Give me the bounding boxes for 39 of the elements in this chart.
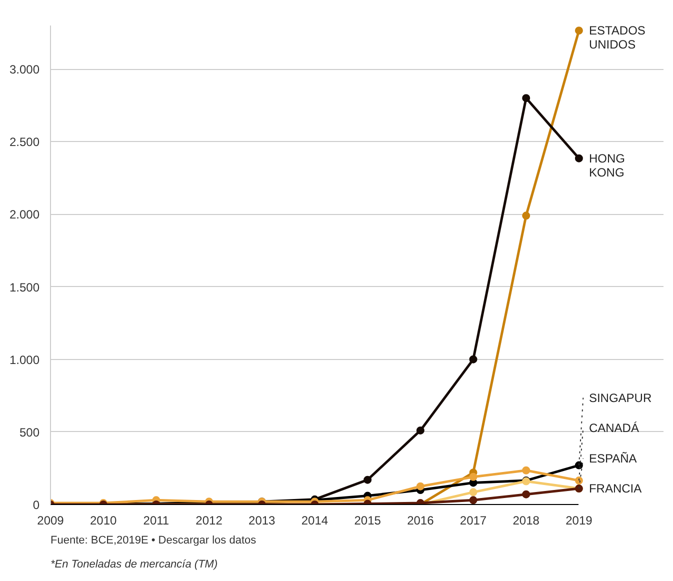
point	[522, 94, 530, 102]
text: *En Toneladas de mercancía (TM)	[50, 558, 218, 570]
x-tick-label: 2011	[143, 514, 170, 528]
x-tick-label: 2019	[566, 514, 593, 528]
x-tick-label: 2016	[407, 514, 434, 528]
point	[574, 154, 583, 162]
series-label: ESTADOS UNIDOS	[588, 24, 646, 52]
point	[469, 488, 478, 496]
y-tick-label: 2.000	[9, 208, 40, 222]
point	[522, 466, 530, 474]
series-label: HONG KONG	[588, 151, 625, 180]
point	[416, 482, 424, 490]
point	[522, 490, 530, 498]
y-tick-label: 3.000	[9, 62, 40, 77]
point	[469, 496, 478, 504]
point	[574, 26, 583, 35]
x-tick-label: 2013	[248, 514, 276, 528]
x-tick-label: 2010	[90, 514, 118, 528]
y-tick-label: 2.500	[9, 135, 40, 150]
x-tick-label: 2009	[37, 514, 64, 528]
x-tick-label: 2017	[460, 514, 487, 528]
point	[469, 355, 478, 364]
series-label: FRANCIA	[588, 482, 642, 496]
y-tick-label: 500	[19, 425, 40, 440]
x-tick-label: 2015	[354, 514, 382, 528]
x-tick-label: 2018	[512, 514, 540, 528]
point	[469, 472, 478, 481]
series-label: ESPAÑA	[588, 451, 637, 466]
y-tick-label: 1.500	[9, 280, 40, 294]
source-note: Fuente: BCE,2019E • Descargar los datos	[50, 534, 257, 546]
text: SINGAPUR	[588, 390, 652, 405]
x-tick-label: 2012	[196, 514, 223, 528]
point	[416, 426, 424, 434]
y-tick-label: 1.000	[9, 352, 40, 367]
y-tick-label: 0	[32, 498, 40, 512]
point	[522, 212, 530, 220]
text: CANADÁ	[588, 421, 639, 436]
point	[364, 476, 372, 484]
x-tick-label: 2014	[301, 514, 328, 528]
